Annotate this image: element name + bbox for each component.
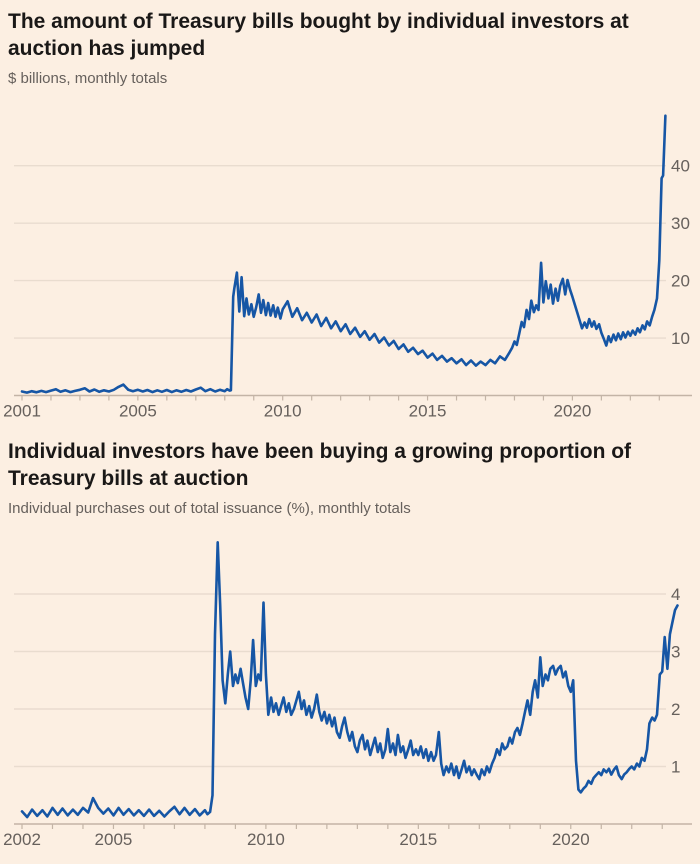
x-axis-label: 2015 (399, 830, 437, 849)
data-line (20, 540, 679, 819)
amount-line-chart: 10 20 30 40 2001 2005 2010 2015 2020 (3, 114, 692, 421)
chart-title-amount: The amount of Treasury bills bought by i… (8, 10, 629, 60)
x-axis-label: 2010 (264, 402, 302, 421)
treasury-amount-chart-section: The amount of Treasury bills bought by i… (0, 0, 700, 424)
proportion-line-chart: 1 2 3 4 2002 2005 2010 2015 2020 (3, 540, 692, 849)
x-axis-label: 2002 (3, 830, 41, 849)
x-axis-label: 2020 (552, 830, 590, 849)
y-axis-label: 20 (671, 272, 690, 291)
y-axis-label: 30 (671, 214, 690, 233)
y-axis-label: 40 (671, 157, 690, 176)
x-axis-label: 2001 (3, 402, 41, 421)
y-axis-label: 2 (671, 700, 680, 719)
chart-subtitle-proportion: Individual purchases out of total issuan… (8, 500, 411, 517)
treasury-proportion-chart-section: Individual investors have been buying a … (0, 424, 700, 856)
x-axis-label: 2010 (247, 830, 285, 849)
chart-subtitle-amount: $ billions, monthly totals (8, 70, 168, 87)
x-axis-label: 2005 (119, 402, 157, 421)
y-axis-label: 4 (671, 585, 680, 604)
y-axis-label: 1 (671, 758, 680, 777)
y-axis-label: 10 (671, 329, 690, 348)
x-axis-label: 2005 (95, 830, 133, 849)
x-axis-label: 2015 (409, 402, 447, 421)
data-line (20, 114, 667, 394)
chart-title-proportion: Individual investors have been buying a … (8, 440, 632, 490)
x-axis-label: 2020 (553, 402, 591, 421)
y-axis-label: 3 (671, 643, 680, 662)
